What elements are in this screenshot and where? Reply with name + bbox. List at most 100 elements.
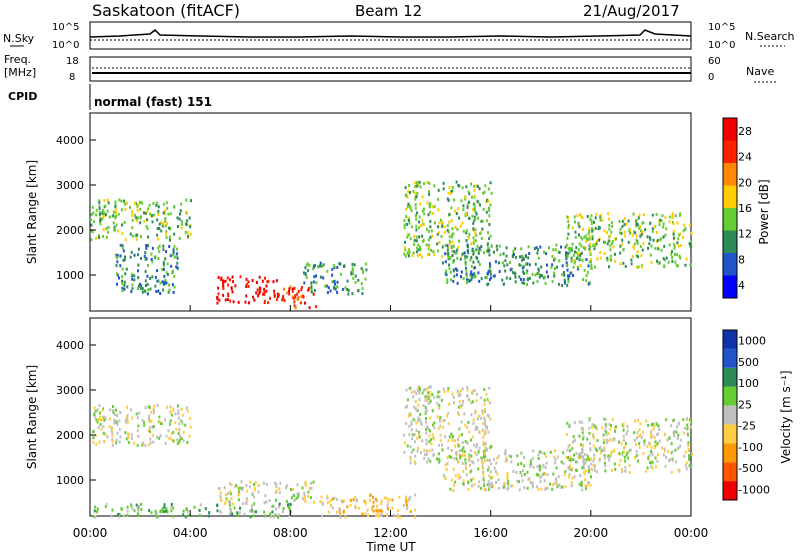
scatter-cell [162,288,165,292]
scatter-cell [421,255,424,259]
scatter-cell [308,287,311,290]
scatter-cell [255,281,258,284]
scatter-cell [255,510,257,514]
scatter-cell [164,509,167,513]
scatter-cell [414,197,417,201]
scatter-cell [607,432,610,436]
scatter-cell [162,510,165,513]
scatter-cell [161,507,164,511]
scatter-cell [147,443,150,447]
scatter-cell [131,287,134,291]
scatter-cell [412,234,415,238]
scatter-cell [483,251,485,255]
scatter-cell [294,306,297,310]
scatter-cell [99,216,102,220]
scatter-cell [462,479,465,483]
scatter-cell [572,254,575,257]
scatter-cell [404,405,407,409]
scatter-cell [474,232,477,235]
scatter-cell [219,510,222,514]
scatter-cell [460,199,463,203]
scatter-cell [322,263,325,267]
scatter-cell [417,243,420,247]
scatter-cell [583,453,586,456]
scatter-cell [136,505,139,509]
scatter-cell [683,223,686,227]
scatter-cell [173,275,176,278]
scatter-cell [186,223,189,227]
scatter-cell [406,250,409,254]
scatter-cell [151,260,154,264]
colorbar-tick-label: 20 [738,176,752,189]
scatter-cell [413,433,416,436]
scatter-cell [461,387,464,391]
scatter-cell [451,392,454,396]
scatter-cell [596,470,599,474]
scatter-cell [663,265,666,269]
scatter-cell [471,273,474,277]
scatter-cell [529,263,531,267]
scatter-cell [455,453,458,457]
scatter-cell [229,482,231,486]
scatter-cell [103,418,106,422]
scatter-cell [587,282,590,286]
scatter-cell [308,306,311,310]
scatter-cell [453,483,455,487]
scatter-cell [488,214,491,218]
scatter-cell [457,391,460,395]
scatter-cell [427,427,430,431]
scatter-cell [482,208,485,211]
scatter-cell [149,277,152,280]
scatter-cell [624,234,627,238]
scatter-cell [582,455,585,459]
scatter-cell [125,267,128,271]
scatter-cell [454,209,457,213]
scatter-cell [668,220,671,224]
scatter-cell [488,266,491,270]
scatter-cell [137,424,140,428]
scatter-cell [168,436,171,440]
scatter-cell [283,299,286,303]
scatter-cell [603,448,606,452]
scatter-cell [421,209,424,213]
scatter-cell [293,498,296,502]
scatter-cell [594,244,597,248]
scatter-cell [470,256,473,260]
scatter-cell [565,243,568,247]
scatter-cell [349,498,352,502]
scatter-cell [112,214,115,218]
scatter-cell [450,206,453,210]
scatter-cell [123,221,126,224]
scatter-cell [647,441,650,445]
scatter-cell [443,390,446,394]
scatter-cell [664,216,667,220]
scatter-cell [541,274,543,278]
scatter-cell [116,422,119,426]
scatter-cell [255,291,258,295]
scatter-cell [353,263,356,267]
scatter-cell [609,248,612,252]
nave-label: Nave [746,65,774,78]
scatter-cell [443,419,446,422]
scatter-cell [501,278,504,282]
scatter-cell [651,213,654,217]
scatter-cell [417,403,420,407]
scatter-cell [655,422,658,426]
scatter-cell [476,199,479,203]
scatter-cell [95,213,98,217]
scatter-cell [486,283,489,287]
scatter-cell [581,450,584,454]
scatter-cell [589,217,592,221]
scatter-cell [428,252,431,256]
scatter-cell [659,238,662,242]
scatter-cell [405,499,408,503]
scatter-cell [185,222,187,226]
scatter-cell [148,509,151,513]
scatter-cell [477,216,480,220]
scatter-cell [217,286,220,290]
scatter-cell [481,459,484,463]
scatter-cell [121,286,124,290]
scatter-cell [182,513,185,517]
scatter-cell [467,480,470,484]
scatter-cell [438,403,441,407]
